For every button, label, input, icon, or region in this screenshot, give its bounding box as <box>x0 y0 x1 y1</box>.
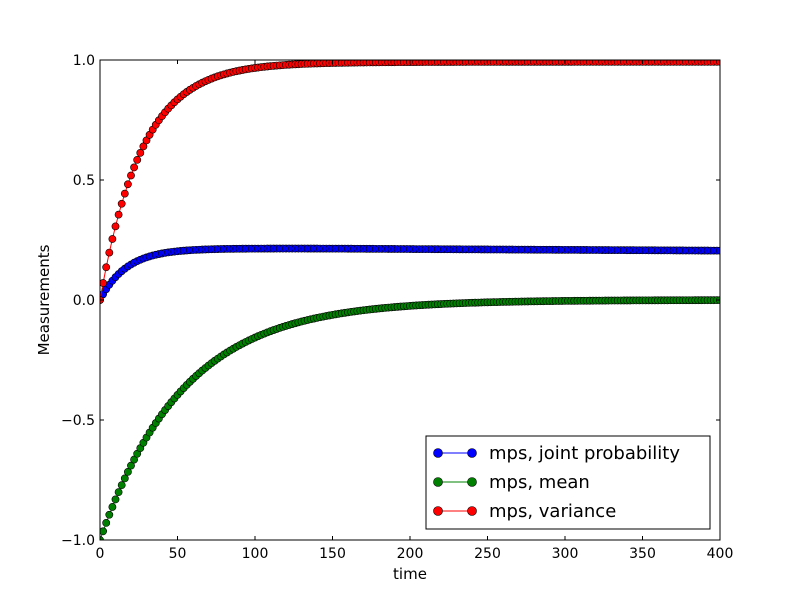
x-tick-label: 300 <box>552 546 579 562</box>
data-point <box>127 461 135 470</box>
x-tick-label: 200 <box>397 546 424 562</box>
y-axis-label: Measurements <box>35 244 53 355</box>
data-point <box>102 518 111 527</box>
legend-marker <box>467 448 477 458</box>
y-tick-label: 1.0 <box>73 53 95 69</box>
data-point <box>114 210 123 219</box>
legend-marker <box>467 506 477 516</box>
data-point <box>100 279 107 287</box>
data-point <box>124 467 132 476</box>
data-point <box>111 222 120 231</box>
legend-label: mps, mean <box>489 472 590 493</box>
x-tick-label: 250 <box>474 546 501 562</box>
data-point <box>108 503 117 511</box>
data-point <box>136 148 145 157</box>
legend-entry: mps, joint probability <box>433 443 680 464</box>
data-point <box>127 171 135 180</box>
x-axis-label: time <box>393 565 427 583</box>
legend-marker <box>433 448 443 458</box>
legend-marker <box>433 506 443 516</box>
data-point <box>716 246 720 255</box>
data-point <box>133 155 142 164</box>
plot-frame <box>99 59 721 541</box>
data-point <box>105 248 114 257</box>
x-tick-label: 150 <box>319 546 346 562</box>
y-tick-label: 0.0 <box>73 293 95 309</box>
data-point <box>120 189 129 198</box>
legend-marker <box>433 477 443 487</box>
series-1 <box>100 244 720 304</box>
legend-entry: mps, variance <box>433 501 616 522</box>
data-point <box>102 263 111 272</box>
data-point <box>105 510 114 519</box>
data-point <box>117 199 126 208</box>
data-point <box>111 495 120 504</box>
data-point <box>114 488 123 497</box>
ticks-layer: 0 50 100 150 200 250 300 350 400 −1.0 −0.5 0.0 0.5 1.… <box>61 53 733 562</box>
series-layer <box>100 60 720 540</box>
legend-entry: mps, mean <box>433 472 590 493</box>
y-tick-label: −1.0 <box>61 533 95 549</box>
data-point <box>716 60 720 66</box>
y-tick-label: 0.5 <box>73 173 95 189</box>
data-point <box>120 474 129 483</box>
x-tick-label: 350 <box>629 546 656 562</box>
x-tick-label: 400 <box>707 546 734 562</box>
legend-label: mps, joint probability <box>489 443 680 464</box>
data-point <box>117 481 126 490</box>
y-tick-label: −0.5 <box>61 413 95 429</box>
x-tick-label: 0 <box>96 546 105 562</box>
x-tick-label: 100 <box>242 546 269 562</box>
legend-marker <box>467 477 477 487</box>
data-point <box>124 180 132 189</box>
legend: mps, joint probability mps, mean mps, vari… <box>425 435 711 530</box>
data-point <box>130 163 138 172</box>
data-point <box>139 142 148 151</box>
series-2 <box>100 296 720 540</box>
x-tick-label: 50 <box>169 546 187 562</box>
legend-label: mps, variance <box>489 501 616 522</box>
series-3 <box>100 60 720 304</box>
data-point <box>108 235 117 243</box>
data-point <box>100 527 107 536</box>
